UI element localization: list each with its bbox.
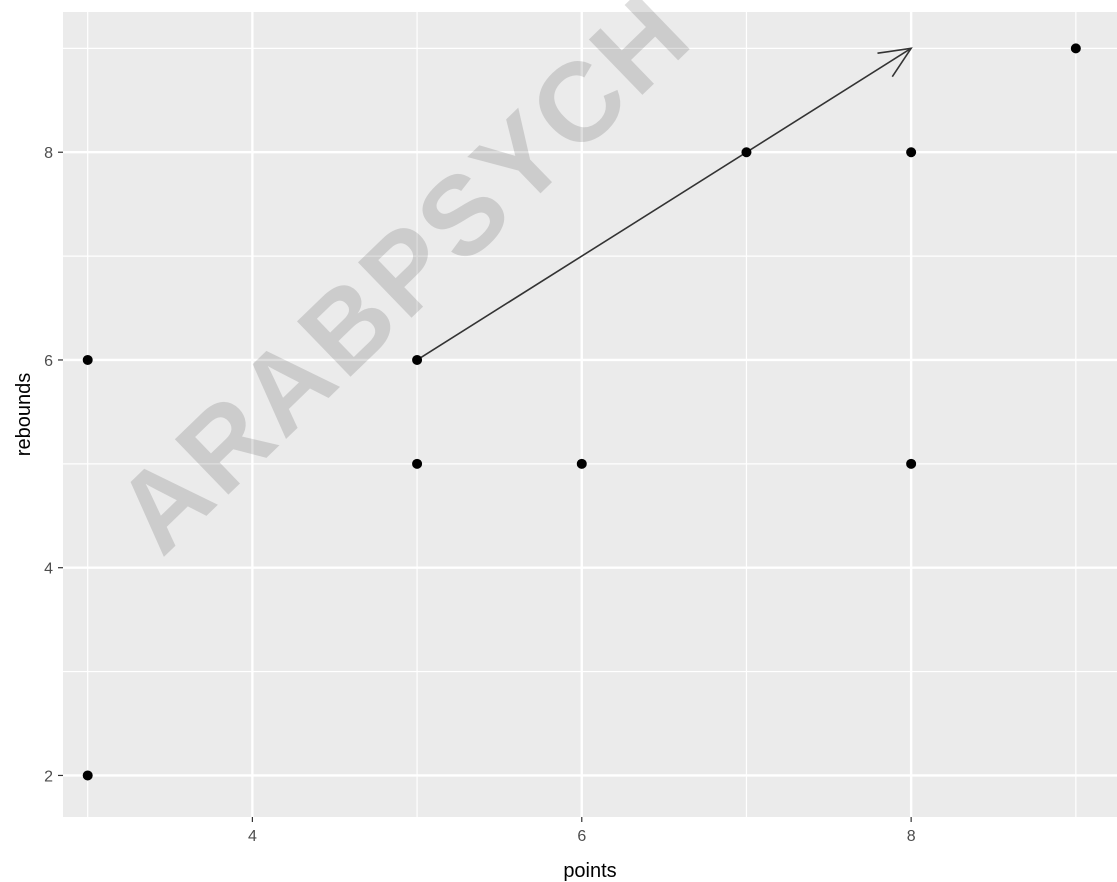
annotation-arrow-shaft — [416, 47, 912, 361]
axis-ticks — [58, 151, 912, 822]
data-point — [82, 354, 93, 365]
plot-panel — [63, 12, 1117, 817]
data-point — [741, 147, 752, 158]
y-tick-label: 2 — [44, 768, 53, 785]
x-tick-label: 4 — [248, 828, 257, 845]
minor-gridlines — [63, 12, 1117, 817]
major-gridlines — [63, 12, 1117, 817]
data-point — [412, 458, 423, 469]
data-point — [412, 354, 423, 365]
x-tick-label: 6 — [577, 828, 586, 845]
data-point — [576, 458, 587, 469]
annotation-arrow-head — [877, 47, 913, 78]
x-tick-label: 8 — [907, 828, 916, 845]
y-tick-label: 4 — [44, 561, 53, 578]
y-tick-labels: 2 4 6 8 — [44, 145, 53, 785]
x-tick-labels: 4 6 8 — [248, 828, 916, 845]
data-point — [906, 147, 917, 158]
data-point — [906, 458, 917, 469]
data-points — [82, 43, 1081, 781]
data-point — [1070, 43, 1081, 54]
x-axis-title: points — [563, 860, 616, 882]
data-point — [82, 770, 93, 781]
y-tick-label: 6 — [44, 353, 53, 370]
y-tick-label: 8 — [44, 145, 53, 162]
y-axis-title: rebounds — [13, 373, 35, 456]
